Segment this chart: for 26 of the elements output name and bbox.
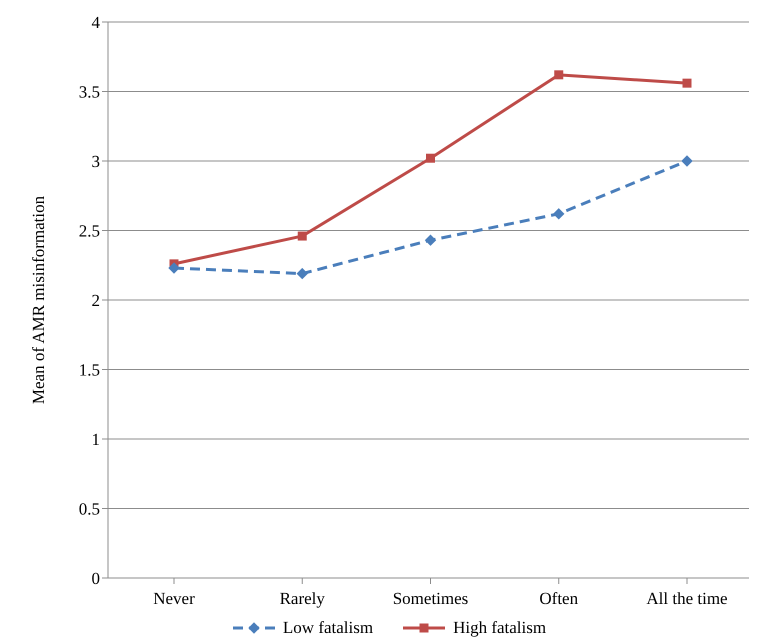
point (296, 268, 308, 280)
x-tick-label: Never (153, 589, 196, 608)
x-tick-label: Sometimes (392, 589, 468, 608)
y-tick-label: 4 (92, 13, 100, 32)
x-tick-label: All the time (646, 589, 728, 608)
point (426, 154, 435, 163)
y-tick-label: 0 (92, 569, 100, 588)
y-axis-title: Mean of AMR misinformation (29, 195, 48, 404)
y-tick-label: 1.5 (78, 360, 100, 380)
point (682, 78, 692, 88)
point (682, 156, 692, 166)
point (553, 208, 564, 220)
legend-label: High fatalism (453, 618, 546, 638)
point (554, 70, 564, 80)
point (298, 232, 307, 241)
x-tick-label: Rarely (280, 589, 326, 608)
y-tick-label: 3.5 (78, 82, 100, 102)
x-tick-label: Often (539, 589, 579, 608)
point (425, 234, 436, 246)
y-tick-label: 2 (92, 291, 100, 310)
y-tick-label: 1 (92, 430, 100, 450)
legend-label: Low fatalism (282, 618, 374, 638)
y-tick-label: 0.5 (78, 500, 100, 519)
y-tick-label: 3 (92, 152, 100, 172)
y-tick-label: 2.5 (78, 222, 100, 241)
point (168, 262, 180, 274)
